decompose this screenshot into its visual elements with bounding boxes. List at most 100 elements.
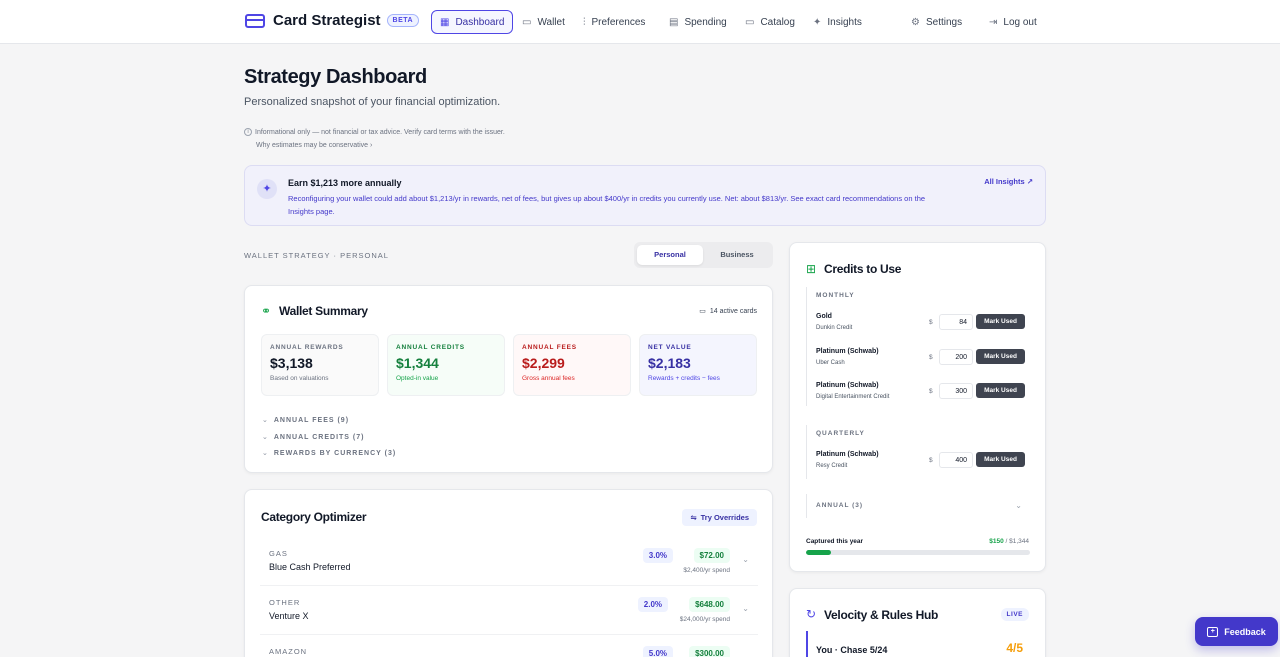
reward-value: $648.00 (689, 597, 730, 612)
wallet-summary-title: Wallet Summary (279, 304, 368, 318)
credit-name: Dunkin Credit (816, 325, 853, 331)
banner-title: Earn $1,213 more annually (288, 178, 402, 188)
annual-fees-expander[interactable]: ⌄ ANNUAL FEES (9) (262, 416, 349, 424)
stat-sub: Gross annual fees (522, 375, 575, 382)
mark-used-button[interactable]: Mark Used (976, 383, 1025, 398)
nav-catalog-label: Catalog (760, 16, 795, 28)
best-card: Venture X (269, 611, 309, 621)
stat-label: ANNUAL REWARDS (270, 344, 344, 351)
captured-progress-fill (806, 550, 831, 555)
stat-value: $3,138 (270, 355, 313, 371)
credit-name: Digital Entertainment Credit (816, 394, 890, 400)
credit-card-name: Platinum (Schwab) (816, 382, 879, 389)
stat-sub: Opted-in value (396, 375, 439, 382)
nav-wallet[interactable]: ▭ Wallet (522, 10, 565, 34)
quarterly-section: QUARTERLY Platinum (Schwab) Resy Credit … (806, 425, 1028, 479)
page-subtitle: Personalized snapshot of your financial … (244, 96, 501, 108)
dollar-sign: $ (929, 457, 933, 464)
category-name: AMAZON (269, 647, 308, 656)
nav-preferences[interactable]: ⫶ Preferences (583, 10, 645, 34)
rewards-by-currency-label: REWARDS BY CURRENCY (3) (273, 450, 397, 457)
beta-badge: BETA (386, 14, 420, 27)
wallet-strategy-label: WALLET STRATEGY · PERSONAL (244, 251, 389, 260)
captured-total: / $1,344 (1005, 538, 1030, 545)
nav-catalog[interactable]: ▭ Catalog (745, 10, 795, 34)
active-cards: ▭ 14 active cards (699, 307, 757, 315)
optimizer-row[interactable]: AMAZON 5.0% $300.00 ⌄ (260, 635, 758, 657)
annual-fees-label: ANNUAL FEES (9) (273, 417, 350, 424)
nav-logout[interactable]: ⇥ Log out (989, 10, 1037, 34)
chevron-down-icon: ⌄ (742, 653, 749, 657)
credit-card-name: Platinum (Schwab) (816, 347, 879, 355)
insight-banner: ✦ Earn $1,213 more annually Reconfigurin… (244, 165, 1046, 226)
stat-card: NET VALUE $2,183 Rewards + credits − fee… (639, 334, 757, 396)
optimizer-row[interactable]: GAS Blue Cash Preferred 3.0% $72.00 $2,4… (260, 537, 758, 586)
card-icon: ▭ (745, 16, 755, 28)
stat-sub: Rewards + credits − fees (648, 375, 720, 382)
nav-settings[interactable]: ⚙ Settings (911, 10, 962, 34)
credit-amount-input[interactable]: 84 (939, 314, 973, 330)
sliders-icon: ⫶ (583, 16, 586, 28)
banner-text: Reconfiguring your wallet could add abou… (288, 194, 926, 216)
credit-row: Platinum (Schwab) Digital Entertainment … (816, 380, 1028, 410)
nav-dashboard-label: Dashboard (455, 16, 505, 28)
velocity-row-label: You · Chase 5/24 (816, 645, 888, 655)
nav-wallet-label: Wallet (537, 16, 565, 28)
annual-section[interactable]: ANNUAL (3) ⌄ (806, 494, 1028, 518)
annual-spend: $24,000/yr spend (679, 616, 730, 623)
nav-insights[interactable]: ✦ Insights (813, 10, 862, 34)
credit-amount-input[interactable]: 400 (939, 452, 973, 468)
stat-label: ANNUAL CREDITS (396, 344, 465, 351)
wallet-icon: ▭ (522, 16, 532, 28)
gear-icon: ⚙ (911, 16, 920, 28)
velocity-card: ↻ Velocity & Rules Hub LIVE You · Chase … (789, 588, 1046, 657)
mark-used-button[interactable]: Mark Used (976, 452, 1025, 467)
top-nav: Card Strategist BETA ▦ Dashboard ▭ Wallet … (0, 0, 1280, 44)
stat-label: ANNUAL FEES (522, 344, 577, 351)
velocity-title: Velocity & Rules Hub (824, 608, 939, 622)
mark-used-button[interactable]: Mark Used (976, 314, 1025, 329)
annual-spend: $2,400/yr spend (683, 567, 730, 574)
disclaimer: i Informational only — not financial or t… (244, 126, 505, 152)
all-insights-link[interactable]: All Insights ↗ (984, 177, 1033, 186)
chevron-down-icon: ⌄ (742, 555, 749, 564)
chevron-down-icon: ⌄ (1015, 501, 1022, 510)
try-overrides-button[interactable]: ⇋ Try Overrides (682, 509, 757, 526)
feedback-button[interactable]: + Feedback (1195, 617, 1278, 646)
optimizer-row[interactable]: OTHER Venture X 2.0% $648.00 $24,000/yr … (260, 586, 758, 635)
why-estimates-link[interactable]: Why estimates may be conservative › (256, 142, 373, 149)
credit-card-name: Gold (816, 313, 832, 320)
stat-card: ANNUAL CREDITS $1,344 Opted-in value (387, 334, 505, 396)
nav-spending-label: Spending (684, 16, 727, 28)
reward-rate: 3.0% (642, 548, 673, 563)
annual-credits-expander[interactable]: ⌄ ANNUAL CREDITS (7) (262, 433, 364, 441)
grid-icon: ▦ (440, 16, 450, 28)
sparkles-icon: ✦ (813, 16, 822, 28)
nav-spending[interactable]: ▤ Spending (669, 10, 727, 34)
business-toggle[interactable]: Business (720, 250, 754, 259)
brand-name: Card Strategist (273, 12, 381, 29)
rewards-by-currency-expander[interactable]: ⌄ REWARDS BY CURRENCY (3) (262, 449, 396, 457)
active-cards-count: 14 active cards (709, 308, 757, 315)
nav-insights-label: Insights (827, 16, 862, 28)
category-optimizer-card: Category Optimizer ⇋ Try Overrides GAS Bl… (244, 489, 773, 657)
receipt-icon: ▤ (669, 16, 679, 28)
disclaimer-text: Informational only — not financial or ta… (255, 129, 505, 136)
credit-amount-input[interactable]: 200 (939, 348, 973, 365)
nav-logout-label: Log out (1003, 16, 1037, 28)
credits-card: ⊞ Credits to Use MONTHLY Gold Dunkin Cre… (789, 242, 1046, 572)
stat-value: $2,299 (522, 355, 565, 371)
chevron-down-icon: ⌄ (262, 417, 269, 424)
velocity-count: 4/5 (1006, 641, 1023, 655)
credit-row: Platinum (Schwab) Uber Cash $ 200 Mark U… (816, 346, 1028, 376)
credit-amount-input[interactable]: 300 (939, 383, 973, 399)
brand[interactable]: Card Strategist BETA (245, 12, 420, 29)
personal-toggle[interactable]: Personal (637, 245, 703, 265)
credit-name: Uber Cash (816, 359, 845, 366)
mark-used-button[interactable]: Mark Used (976, 348, 1025, 364)
nav-dashboard[interactable]: ▦ Dashboard (431, 10, 514, 34)
best-card: Blue Cash Preferred (269, 562, 351, 572)
velocity-accent (806, 631, 808, 657)
credit-name: Resy Credit (816, 463, 848, 469)
stat-label: NET VALUE (648, 344, 692, 351)
